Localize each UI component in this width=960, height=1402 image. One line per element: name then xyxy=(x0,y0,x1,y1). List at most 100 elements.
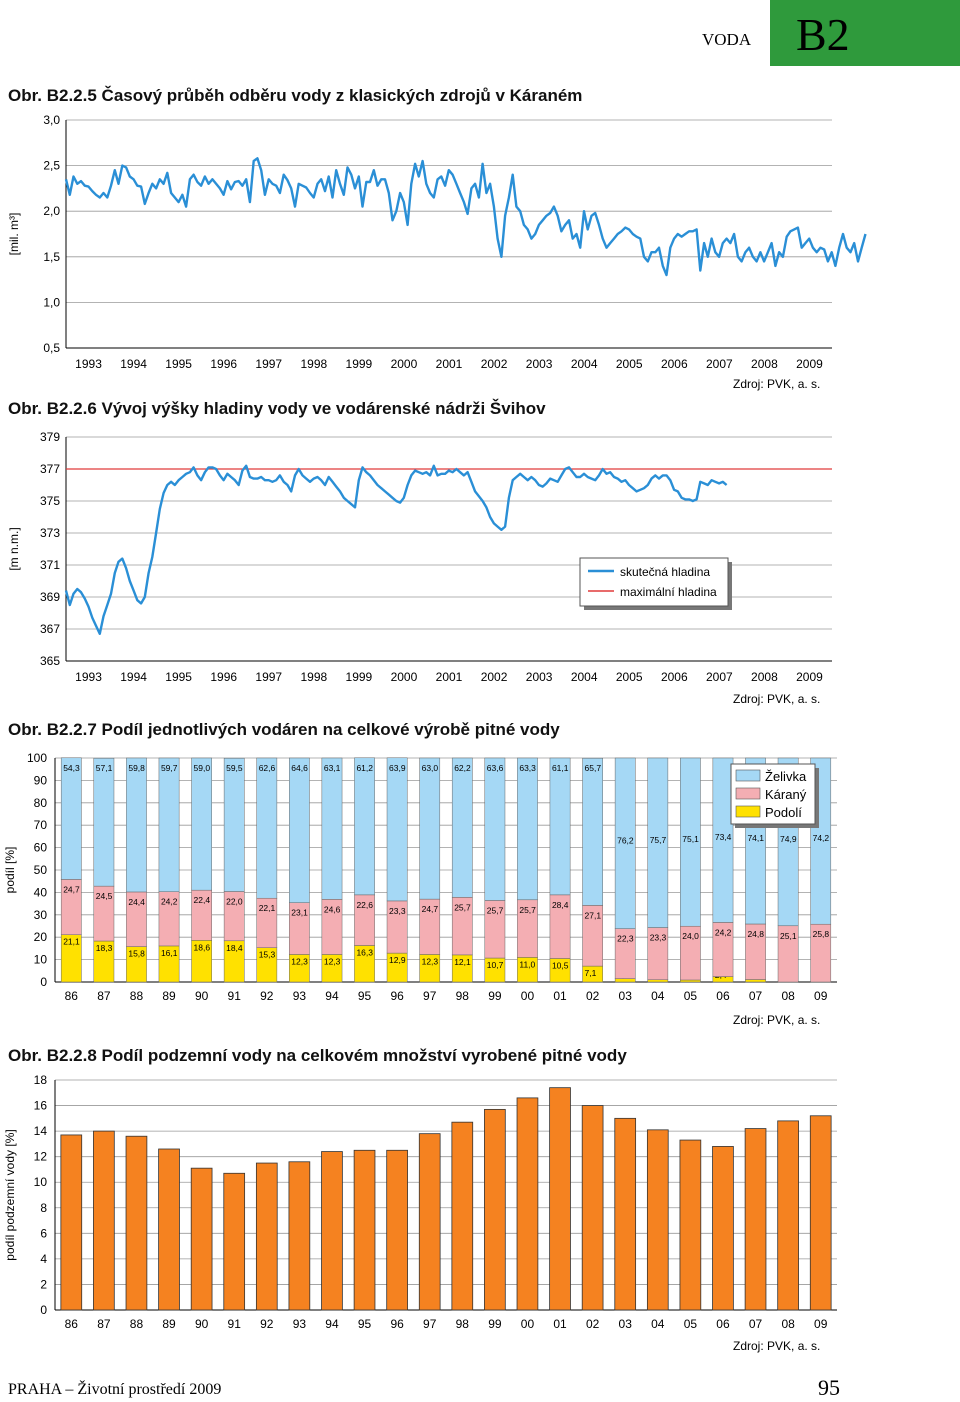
data-label: 75,1 xyxy=(682,834,699,844)
data-label: 27,1 xyxy=(585,910,602,920)
y-tick-label: 0,5 xyxy=(43,341,60,355)
x-tick-label: 94 xyxy=(325,1317,339,1331)
bar xyxy=(614,1117,637,1311)
data-label: 59,5 xyxy=(226,763,243,773)
bar xyxy=(418,1133,441,1311)
data-label: 25,7 xyxy=(519,905,536,915)
x-tick-label: 2004 xyxy=(571,357,598,371)
fig2-chart: 365 367 369 371 373 375 377 379 1993 1994 1995 1996… xyxy=(7,430,832,684)
legend-label-max: maximální hladina xyxy=(620,585,717,599)
data-label: 59,0 xyxy=(194,763,211,773)
x-tick-label: 1994 xyxy=(120,357,147,371)
x-tick-label: 90 xyxy=(195,1317,209,1331)
data-label: 22,4 xyxy=(194,895,211,905)
data-label: 63,9 xyxy=(389,763,406,773)
x-tick-label: 1993 xyxy=(75,670,102,684)
bar xyxy=(223,1172,246,1311)
x-tick-label: 2007 xyxy=(706,670,733,684)
x-tick-label: 92 xyxy=(260,989,274,1003)
bar-segment-želivka xyxy=(484,757,506,901)
x-tick-label: 2003 xyxy=(526,357,553,371)
x-tick-label: 2000 xyxy=(391,357,418,371)
y-tick-label: 14 xyxy=(34,1124,48,1138)
y-axis-label: [mil. m³] xyxy=(7,213,21,256)
x-tick-label: 94 xyxy=(325,989,339,1003)
x-tick-label: 95 xyxy=(358,1317,372,1331)
bar xyxy=(549,1087,571,1311)
bar xyxy=(93,1130,115,1311)
x-tick-label: 06 xyxy=(716,989,730,1003)
fig3-title: Obr. B2.2.7 Podíl jednotlivých vodáren n… xyxy=(8,720,560,739)
x-tick-label: 2008 xyxy=(751,357,778,371)
y-tick-label: 369 xyxy=(40,590,60,604)
bar-segment-podolí xyxy=(680,979,701,983)
y-tick-label: 367 xyxy=(40,622,60,636)
data-label: 25,7 xyxy=(454,902,471,912)
data-label: 76,2 xyxy=(617,835,634,845)
bar xyxy=(386,1149,408,1311)
legend-label: Želivka xyxy=(765,769,807,784)
x-tick-label: 1996 xyxy=(210,357,237,371)
data-label: 25,7 xyxy=(487,905,504,915)
y-tick-label: 16 xyxy=(34,1099,48,1113)
bar xyxy=(190,1167,213,1311)
x-tick-label: 2003 xyxy=(526,670,553,684)
fig2-source: Zdroj: PVK, a. s. xyxy=(733,692,821,706)
bar xyxy=(712,1146,734,1311)
data-label: 64,6 xyxy=(291,763,308,773)
x-tick-label: 05 xyxy=(684,989,698,1003)
y-tick-label: 18 xyxy=(34,1073,48,1087)
data-label: 25,1 xyxy=(780,931,797,941)
y-axis-label: podíl podzemní vody [%] xyxy=(3,1129,17,1260)
x-tick-label: 2007 xyxy=(706,357,733,371)
y-tick-label: 10 xyxy=(34,953,48,967)
x-tick-label: 01 xyxy=(553,989,567,1003)
x-tick-label: 93 xyxy=(293,989,307,1003)
x-tick-label: 08 xyxy=(781,989,795,1003)
x-tick-label: 99 xyxy=(488,989,502,1003)
bar-segment-želivka xyxy=(321,757,343,900)
x-tick-label: 05 xyxy=(684,1317,698,1331)
x-tick-label: 99 xyxy=(488,1317,502,1331)
bar-segment-želivka xyxy=(354,757,375,896)
y-tick-label: 20 xyxy=(34,930,48,944)
fig1-source: Zdroj: PVK, a. s. xyxy=(733,377,821,391)
data-label: 24,2 xyxy=(161,897,178,907)
data-label: 23,1 xyxy=(291,908,308,918)
bar xyxy=(679,1139,702,1311)
x-tick-label: 00 xyxy=(521,1317,535,1331)
x-tick-label: 97 xyxy=(423,1317,437,1331)
x-tick-label: 1995 xyxy=(165,357,192,371)
section-code: B2 xyxy=(796,9,850,60)
y-tick-label: 377 xyxy=(40,462,60,476)
data-label: 65,7 xyxy=(585,763,602,773)
x-tick-label: 86 xyxy=(65,1317,79,1331)
series-line xyxy=(64,464,728,636)
y-tick-label: 50 xyxy=(34,863,48,877)
data-label: 75,7 xyxy=(650,835,667,845)
data-label: 22,6 xyxy=(356,900,373,910)
bar xyxy=(646,1129,669,1311)
y-tick-label: 10 xyxy=(34,1175,48,1189)
fig1-title: Obr. B2.2.5 Časový průběh odběru vody z … xyxy=(8,86,583,105)
x-tick-label: 1995 xyxy=(165,670,192,684)
x-tick-label: 87 xyxy=(97,1317,111,1331)
y-tick-label: 365 xyxy=(40,654,60,668)
bar-segment-želivka xyxy=(93,757,115,887)
x-tick-label: 1997 xyxy=(255,670,282,684)
x-tick-label: 07 xyxy=(749,1317,763,1331)
x-tick-label: 1998 xyxy=(300,357,327,371)
section-color-box xyxy=(770,0,960,66)
bar xyxy=(60,1134,83,1311)
data-label: 12,3 xyxy=(324,956,341,966)
bar xyxy=(353,1149,376,1311)
y-tick-label: 2 xyxy=(40,1277,47,1291)
bar xyxy=(744,1128,767,1311)
x-tick-label: 08 xyxy=(781,1317,795,1331)
y-tick-label: 60 xyxy=(34,841,48,855)
bar-segment-želivka xyxy=(614,757,636,929)
y-tick-label: 6 xyxy=(40,1226,47,1240)
legend-swatch xyxy=(735,787,761,800)
x-tick-label: 96 xyxy=(390,1317,404,1331)
data-label: 24,0 xyxy=(682,931,699,941)
